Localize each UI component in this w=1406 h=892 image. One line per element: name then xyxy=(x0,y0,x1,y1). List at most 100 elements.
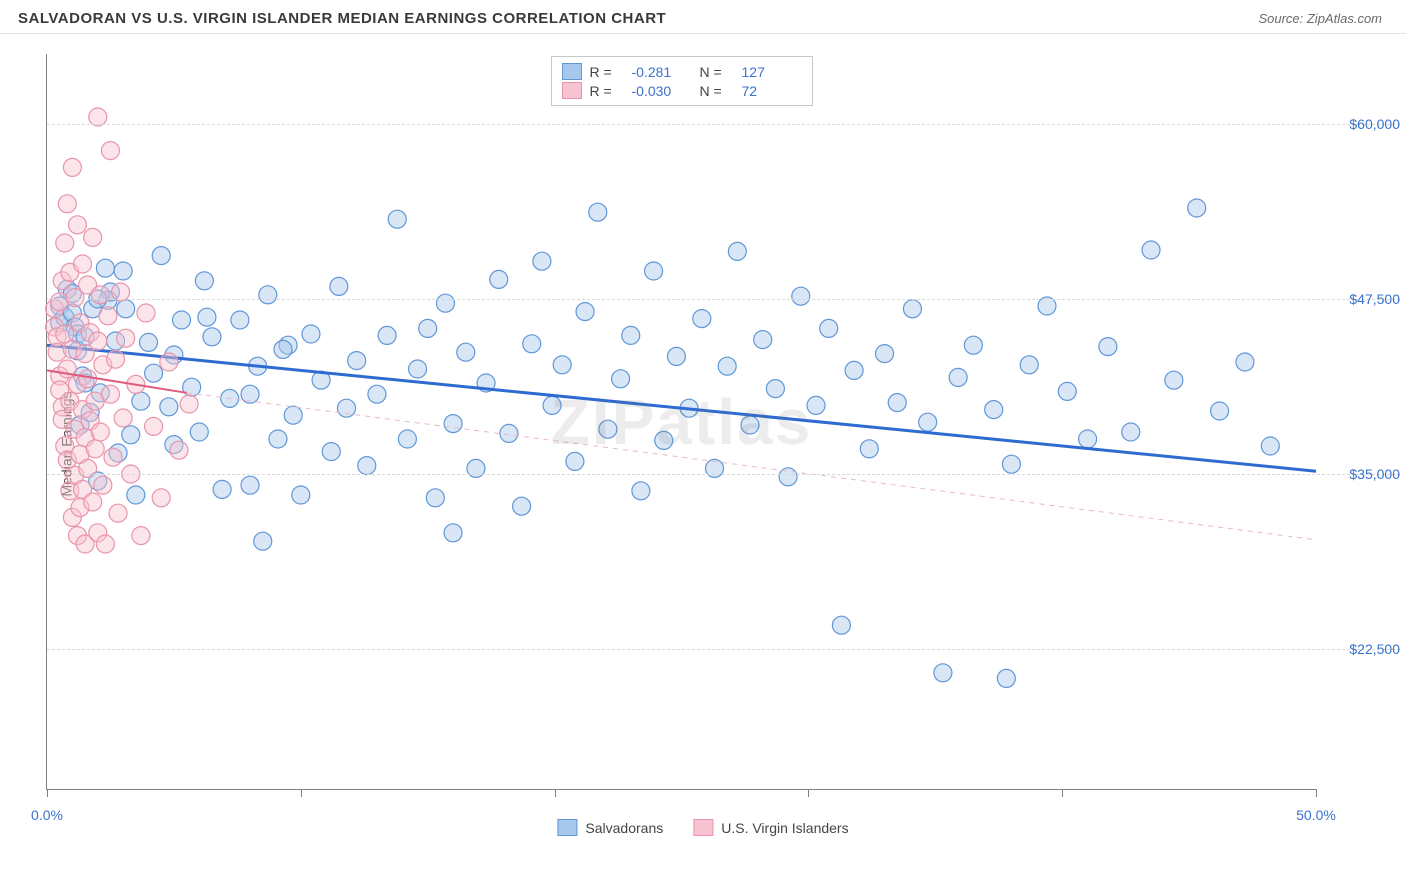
data-point xyxy=(832,616,850,634)
data-point xyxy=(632,482,650,500)
x-tick-label: 50.0% xyxy=(1296,807,1336,823)
data-point xyxy=(807,396,825,414)
data-point xyxy=(231,311,249,329)
data-point xyxy=(107,350,125,368)
data-point xyxy=(330,277,348,295)
data-point xyxy=(728,242,746,260)
y-tick-label: $35,000 xyxy=(1322,466,1400,482)
legend-n-label: N = xyxy=(700,83,734,99)
legend-series: Salvadorans U.S. Virgin Islanders xyxy=(557,819,848,836)
data-point xyxy=(274,340,292,358)
legend-item: Salvadorans xyxy=(557,819,663,836)
data-point xyxy=(964,336,982,354)
data-point xyxy=(566,452,584,470)
y-tick-label: $47,500 xyxy=(1322,291,1400,307)
data-point xyxy=(589,203,607,221)
data-point xyxy=(91,286,109,304)
data-point xyxy=(876,345,894,363)
data-point xyxy=(667,347,685,365)
data-point xyxy=(337,399,355,417)
data-point xyxy=(1099,338,1117,356)
data-point xyxy=(96,535,114,553)
data-point xyxy=(170,441,188,459)
legend-r-value: -0.281 xyxy=(632,64,692,80)
legend-r-label: R = xyxy=(590,83,624,99)
chart-title: SALVADORAN VS U.S. VIRGIN ISLANDER MEDIA… xyxy=(18,10,666,27)
data-point xyxy=(553,356,571,374)
data-point xyxy=(114,262,132,280)
data-point xyxy=(378,326,396,344)
data-point xyxy=(101,142,119,160)
data-point xyxy=(322,443,340,461)
data-point xyxy=(140,333,158,351)
data-point xyxy=(1165,371,1183,389)
data-point xyxy=(457,343,475,361)
plot-area: ZIPatlas R = -0.281 N = 127 R = -0.030 N… xyxy=(46,54,1316,790)
legend-n-label: N = xyxy=(700,64,734,80)
data-point xyxy=(269,430,287,448)
swatch-icon xyxy=(562,82,582,99)
data-point xyxy=(84,493,102,511)
data-point xyxy=(1211,402,1229,420)
data-point xyxy=(985,401,1003,419)
data-point xyxy=(533,252,551,270)
data-point xyxy=(444,415,462,433)
data-point xyxy=(96,259,114,277)
data-point xyxy=(820,319,838,337)
data-point xyxy=(903,300,921,318)
data-point xyxy=(1188,199,1206,217)
data-point xyxy=(919,413,937,431)
data-point xyxy=(152,247,170,265)
data-point xyxy=(436,294,454,312)
data-point xyxy=(766,380,784,398)
x-tick xyxy=(301,789,302,797)
x-tick xyxy=(555,789,556,797)
data-point xyxy=(180,395,198,413)
data-point xyxy=(1020,356,1038,374)
data-point xyxy=(1142,241,1160,259)
data-point xyxy=(86,440,104,458)
x-tick xyxy=(1316,789,1317,797)
data-point xyxy=(599,420,617,438)
data-point xyxy=(101,385,119,403)
legend-row: R = -0.030 N = 72 xyxy=(562,82,802,99)
legend-item-label: U.S. Virgin Islanders xyxy=(721,820,848,836)
data-point xyxy=(241,385,259,403)
data-point xyxy=(1079,430,1097,448)
data-point xyxy=(84,228,102,246)
data-point xyxy=(56,234,74,252)
legend-n-value: 127 xyxy=(742,64,802,80)
legend-r-value: -0.030 xyxy=(632,83,692,99)
swatch-icon xyxy=(693,819,713,836)
data-point xyxy=(68,216,86,234)
x-tick xyxy=(808,789,809,797)
data-point xyxy=(655,431,673,449)
data-point xyxy=(754,331,772,349)
y-tick-label: $60,000 xyxy=(1322,116,1400,132)
data-point xyxy=(934,664,952,682)
chart-container: Median Earnings ZIPatlas R = -0.281 N = … xyxy=(0,34,1406,854)
data-point xyxy=(213,480,231,498)
gridline xyxy=(47,299,1400,300)
data-point xyxy=(145,417,163,435)
legend-correlation: R = -0.281 N = 127 R = -0.030 N = 72 xyxy=(551,56,813,106)
data-point xyxy=(160,353,178,371)
legend-n-value: 72 xyxy=(742,83,802,99)
data-point xyxy=(543,396,561,414)
data-point xyxy=(195,272,213,290)
data-point xyxy=(409,360,427,378)
data-point xyxy=(576,303,594,321)
data-point xyxy=(74,255,92,273)
gridline xyxy=(47,649,1400,650)
y-tick-label: $22,500 xyxy=(1322,641,1400,657)
data-point xyxy=(198,308,216,326)
data-point xyxy=(368,385,386,403)
data-point xyxy=(358,457,376,475)
data-point xyxy=(152,489,170,507)
data-point xyxy=(254,532,272,550)
data-point xyxy=(645,262,663,280)
data-point xyxy=(388,210,406,228)
data-point xyxy=(622,326,640,344)
data-point xyxy=(1236,353,1254,371)
data-point xyxy=(259,286,277,304)
